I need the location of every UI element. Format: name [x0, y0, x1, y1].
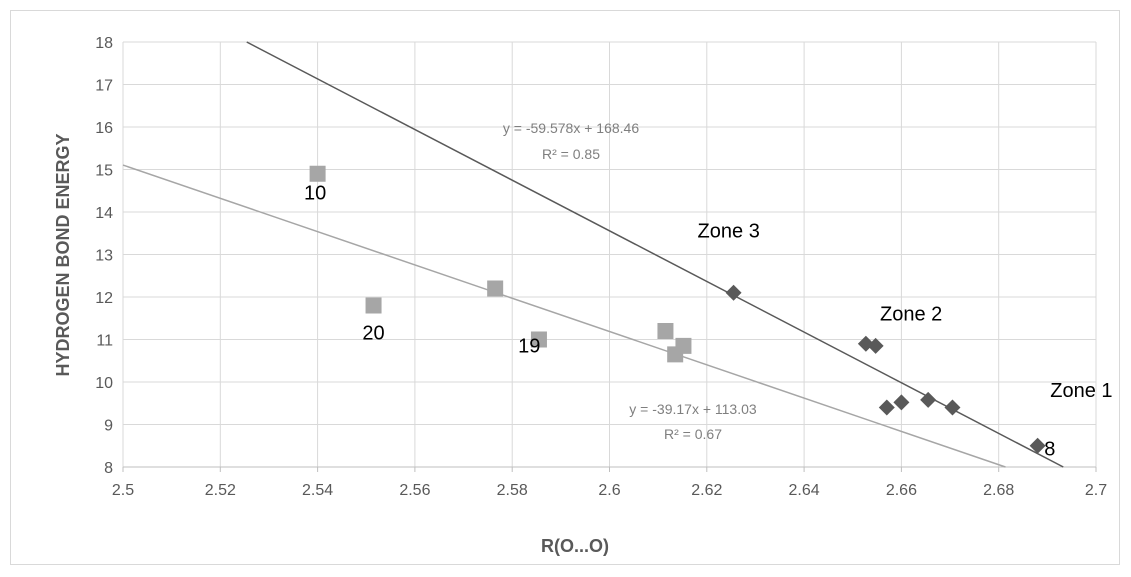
diamond-point: [1029, 437, 1046, 454]
trendline-r2-light: R² = 0.67: [664, 426, 722, 442]
chart-frame: [10, 10, 1120, 565]
x-tick-label: 2.68: [983, 482, 1014, 499]
diamond-point: [867, 337, 884, 354]
y-tick-label: 14: [95, 205, 113, 222]
x-tick-label: 2.7: [1085, 482, 1107, 499]
y-tick-label: 16: [95, 120, 113, 137]
x-tick-label: 2.64: [789, 482, 820, 499]
square-point: [530, 331, 547, 348]
y-tick-label: 17: [95, 78, 113, 95]
annotation-label: 10: [304, 182, 326, 204]
annotation-label: 19: [518, 335, 540, 357]
y-tick-label: 10: [95, 375, 113, 392]
annotation-label: Zone 3: [698, 221, 760, 243]
square-point: [309, 165, 326, 182]
square-point: [675, 337, 692, 354]
y-tick-label: 11: [96, 333, 113, 350]
y-axis-title: HYDROGEN BOND ENERGY: [53, 133, 73, 376]
diamond-point: [893, 394, 910, 411]
y-tick-label: 15: [95, 163, 113, 180]
trendline-equation-light: y = -39.17x + 113.03: [629, 401, 757, 417]
x-tick-label: 2.52: [205, 482, 236, 499]
annotations: 10 20 19 Zone 3 Zone 2 Zone 1 8: [304, 182, 1112, 460]
x-axis-title: R(O...O): [541, 536, 609, 556]
x-tick-label: 2.58: [497, 482, 528, 499]
y-tick-label: 13: [95, 248, 113, 265]
x-tick-label: 2.66: [886, 482, 917, 499]
annotation-label: Zone 2: [880, 303, 942, 325]
y-tick-label: 8: [104, 460, 113, 477]
y-tick-label: 18: [95, 35, 113, 52]
square-point: [657, 323, 674, 339]
diamond-point: [944, 399, 961, 416]
x-tick-label: 2.56: [399, 482, 430, 499]
diamond-point: [725, 284, 742, 301]
annotation-label: 20: [362, 323, 384, 345]
diamond-point: [920, 391, 937, 408]
trendline-equation-dark: y = -59.578x + 168.46: [503, 120, 639, 136]
y-tick-label: 12: [95, 290, 113, 307]
x-tick-labels: 2.5 2.52 2.54 2.56 2.58 2.6 2.62 2.64 2.66 2.68 2.…: [112, 482, 1107, 499]
trendline-light: [122, 164, 1006, 468]
x-tick-label: 2.54: [302, 482, 333, 499]
annotation-label: Zone 1: [1050, 380, 1112, 402]
data-points: [309, 165, 1046, 454]
trendline-r2-dark: R² = 0.85: [542, 146, 600, 162]
gridlines: [122, 41, 1097, 472]
square-point: [365, 297, 382, 314]
x-tick-label: 2.62: [691, 482, 722, 499]
y-tick-label: 9: [104, 418, 113, 435]
x-tick-label: 2.6: [598, 482, 620, 499]
y-tick-labels: 8 9 10 11 12 13 14 15 16 17 18: [95, 35, 113, 477]
annotation-label: 8: [1044, 439, 1055, 461]
diamond-point: [878, 399, 895, 416]
x-tick-label: 2.5: [112, 482, 134, 499]
square-point: [487, 280, 504, 297]
